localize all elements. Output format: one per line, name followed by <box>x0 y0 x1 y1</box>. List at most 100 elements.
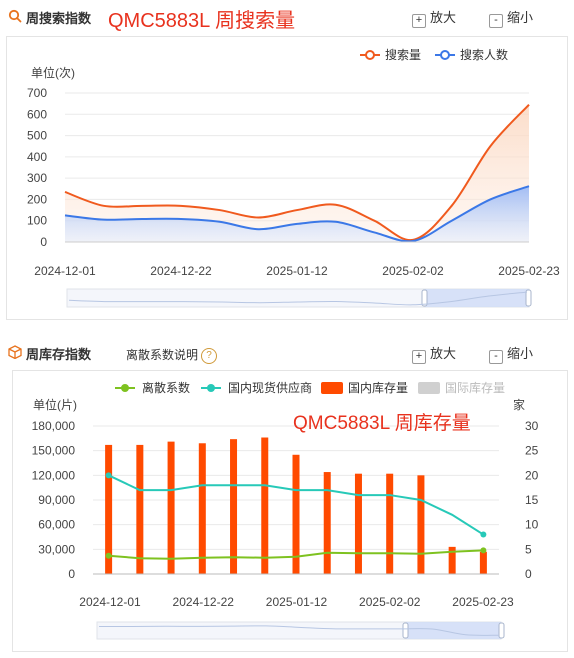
search-header: 周搜索指数 QMC5883L 周搜索量 + 放大 - 缩小 <box>0 0 574 32</box>
plus-icon: + <box>412 350 426 364</box>
y-tick-label: 0 <box>40 235 47 249</box>
y-tick-label: 300 <box>27 171 47 185</box>
inventory-bar <box>136 444 144 574</box>
legend-swatch <box>321 382 343 394</box>
y-left-tick-label: 180,000 <box>32 419 76 433</box>
inventory-bar <box>448 546 456 574</box>
zoom-slider-handle-left[interactable] <box>402 622 409 639</box>
x-tick-label: 2025-01-12 <box>266 264 328 278</box>
legend-label: 国内库存量 <box>348 380 408 395</box>
x-tick-label: 2025-01-12 <box>266 595 328 609</box>
y-tick-label: 700 <box>27 86 47 100</box>
dispersion-point <box>105 552 112 559</box>
legend-marker <box>440 50 450 60</box>
search-volume-line <box>64 104 530 242</box>
searcher-count-area <box>65 186 529 242</box>
supplier-line <box>108 474 484 536</box>
legend-label: 搜索人数 <box>460 47 508 62</box>
inventory-section-title: 周库存指数 <box>26 347 92 362</box>
y-left-axis-unit: 单位(片) <box>33 397 77 412</box>
zoom-slider-handle-right[interactable] <box>525 289 532 307</box>
y-tick-label: 200 <box>27 192 47 206</box>
zoom-slider-preview <box>68 291 528 306</box>
legend-marker <box>207 384 215 392</box>
dispersion-point <box>480 547 487 554</box>
y-right-tick-label: 30 <box>525 419 539 433</box>
y-right-tick-label: 5 <box>525 542 532 556</box>
inventory-bar <box>417 475 425 574</box>
inventory-zoom-in-button[interactable]: + 放大 <box>412 346 457 364</box>
minus-icon: - <box>489 350 503 364</box>
search-chart-big-title: QMC5883L 周搜索量 <box>108 10 296 32</box>
y-axis-unit: 单位(次) <box>31 65 75 80</box>
x-tick-label: 2024-12-01 <box>79 595 141 609</box>
zoom-slider-handle-left[interactable] <box>421 289 428 307</box>
inventory-bar <box>292 454 300 574</box>
y-tick-label: 100 <box>27 214 47 228</box>
y-left-tick-label: 150,000 <box>32 444 76 458</box>
legend-label: 搜索量 <box>385 47 421 62</box>
box-icon <box>8 345 22 359</box>
y-left-tick-label: 120,000 <box>32 468 76 482</box>
inventory-bar <box>167 441 175 574</box>
search-zoom-out-button[interactable]: - 缩小 <box>489 10 534 28</box>
y-left-tick-label: 30,000 <box>38 542 75 556</box>
inventory-header: 周库存指数 离散系数说明? + 放大 - 缩小 <box>0 336 574 368</box>
legend-label: 国际库存量 <box>445 380 505 395</box>
inventory-chart-panel: 0 30,000 60,000 90,000 120,000 150,000 180,000… <box>12 370 568 652</box>
inventory-bar <box>386 473 394 574</box>
plus-icon: + <box>412 14 426 28</box>
dispersion-line <box>108 549 484 560</box>
y-right-tick-label: 20 <box>525 468 539 482</box>
inventory-bar <box>230 439 238 574</box>
searcher-count-line <box>64 185 530 243</box>
zoom-slider-handle-right[interactable] <box>498 622 505 639</box>
zoom-in-label: 放大 <box>430 346 457 361</box>
inventory-bar <box>261 437 269 574</box>
y-left-tick-label: 60,000 <box>38 518 75 532</box>
y-right-axis-unit: 家 <box>513 397 525 412</box>
x-tick-label: 2024-12-22 <box>150 264 212 278</box>
y-right-tick-label: 10 <box>525 518 539 532</box>
dispersion-help-link[interactable]: 离散系数说明? <box>126 346 218 364</box>
x-tick-label: 2025-02-02 <box>359 595 421 609</box>
inventory-bar <box>323 472 331 574</box>
legend-marker <box>365 50 375 60</box>
y-right-tick-label: 0 <box>525 567 532 581</box>
search-volume-area <box>65 104 529 242</box>
y-left-tick-label: 90,000 <box>38 493 75 507</box>
search-chart: 0 100 200 300 400 500 600 700 单位(次) 2024-12-01 202… <box>27 47 560 308</box>
legend-label: 离散系数 <box>142 380 190 395</box>
y-tick-label: 400 <box>27 150 47 164</box>
search-icon <box>8 9 22 23</box>
inventory-chart-big-title: QMC5883L 周库存量 <box>293 412 471 434</box>
minus-icon: - <box>489 14 503 28</box>
zoom-slider-preview <box>98 625 500 636</box>
zoom-slider-selection <box>406 622 501 639</box>
zoom-in-label: 放大 <box>430 10 457 25</box>
dispersion-help-label: 离散系数说明 <box>126 348 199 362</box>
x-tick-label: 2024-12-22 <box>173 595 235 609</box>
legend-swatch <box>418 382 440 394</box>
x-tick-label: 2024-12-01 <box>34 264 96 278</box>
y-right-tick-label: 15 <box>525 493 539 507</box>
inventory-bar <box>479 551 487 574</box>
x-tick-label: 2025-02-23 <box>498 264 560 278</box>
supplier-point <box>105 472 112 479</box>
zoom-out-label: 缩小 <box>507 346 534 361</box>
search-zoom-in-button[interactable]: + 放大 <box>412 10 457 28</box>
inventory-bar <box>105 444 113 574</box>
y-tick-label: 600 <box>27 107 47 121</box>
search-chart-panel: 0 100 200 300 400 500 600 700 单位(次) 2024-12-01 202… <box>6 36 568 320</box>
supplier-point <box>480 531 487 538</box>
y-right-tick-label: 25 <box>525 444 539 458</box>
x-tick-label: 2025-02-23 <box>452 595 514 609</box>
x-tick-label: 2025-02-02 <box>382 264 444 278</box>
inventory-zoom-out-button[interactable]: - 缩小 <box>489 346 534 364</box>
inventory-bar <box>354 473 362 574</box>
y-tick-label: 500 <box>27 129 47 143</box>
zoom-out-label: 缩小 <box>507 10 534 25</box>
y-left-tick-label: 0 <box>68 567 75 581</box>
legend-label: 国内现货供应商 <box>228 380 312 395</box>
search-section-title: 周搜索指数 <box>26 11 92 26</box>
